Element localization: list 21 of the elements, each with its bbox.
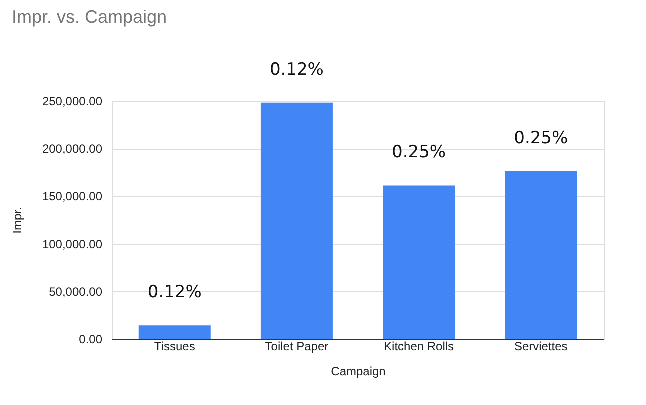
y-axis-title: Impr. xyxy=(10,207,24,234)
x-tick-label: Toilet Paper xyxy=(265,340,329,354)
bar xyxy=(260,102,333,339)
bar xyxy=(505,171,578,339)
annotation: 0.25% xyxy=(514,128,568,148)
x-tick-label: Tissues xyxy=(154,340,196,354)
annotation: 0.25% xyxy=(392,142,446,163)
y-tick-label: 100,000.00 xyxy=(42,237,103,252)
bar xyxy=(138,326,211,339)
text: 0.12% xyxy=(270,60,324,80)
annotation: 0.12% xyxy=(148,282,202,303)
x-tick-label: Kitchen Rolls xyxy=(384,340,454,354)
y-tick-label: 50,000.00 xyxy=(49,284,103,299)
y-tick-label: 0.00 xyxy=(79,332,103,346)
y-tick-label: 150,000.00 xyxy=(42,190,103,204)
x-tick-label: Serviettes xyxy=(514,340,568,354)
y-tick-label: 200,000.00 xyxy=(42,142,103,156)
bar xyxy=(383,186,456,339)
chart-title: Impr. vs. Campaign xyxy=(12,6,168,27)
y-tick-label: 250,000.00 xyxy=(42,94,103,108)
x-axis-title: Campaign xyxy=(331,364,386,378)
